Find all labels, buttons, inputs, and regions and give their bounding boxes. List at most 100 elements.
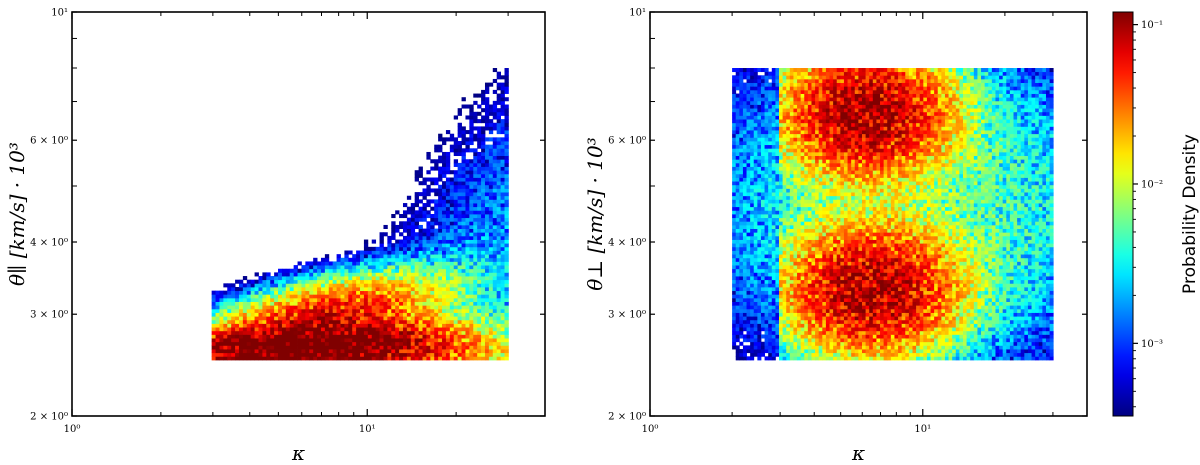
heatmap-cell xyxy=(735,250,740,255)
heatmap-cell xyxy=(399,246,404,251)
heatmap-cell xyxy=(352,330,357,335)
heatmap-cell xyxy=(461,148,466,153)
heatmap-cell xyxy=(242,345,248,350)
heatmap-cell xyxy=(246,319,252,324)
heatmap-cell xyxy=(750,199,755,204)
heatmap-cell xyxy=(811,294,816,299)
heatmap-cell xyxy=(504,177,509,182)
heatmap-cell xyxy=(786,181,791,186)
heatmap-cell xyxy=(469,195,474,200)
heatmap-cell xyxy=(786,327,791,332)
heatmap-cell xyxy=(746,232,751,237)
heatmap-cell xyxy=(453,170,459,175)
y-tick-label: 2 × 10⁰ xyxy=(30,412,68,423)
heatmap-cell xyxy=(235,279,240,284)
heatmap-cell xyxy=(811,104,816,109)
heatmap-cell xyxy=(811,170,816,175)
heatmap-cell xyxy=(804,188,809,193)
heatmap-cell xyxy=(811,89,816,94)
heatmap-cell xyxy=(324,323,330,328)
heatmap-cell xyxy=(414,308,419,313)
heatmap-cell xyxy=(473,184,478,189)
heatmap-cell xyxy=(332,327,337,332)
heatmap-cell xyxy=(504,155,509,160)
heatmap-cell xyxy=(324,338,330,343)
heatmap-cell xyxy=(732,228,737,233)
heatmap-cell xyxy=(211,308,216,313)
heatmap-cell xyxy=(442,250,447,255)
heatmap-cell xyxy=(789,199,794,204)
heatmap-cell xyxy=(406,250,412,255)
heatmap-cell xyxy=(753,188,758,193)
heatmap-cell xyxy=(301,352,306,357)
heatmap-cell xyxy=(764,75,769,80)
heatmap-cell xyxy=(465,239,470,244)
heatmap-cell xyxy=(453,265,459,270)
heatmap-cell xyxy=(477,137,482,142)
heatmap-cell xyxy=(274,349,279,354)
heatmap-cell xyxy=(504,210,509,215)
heatmap-cell xyxy=(786,195,791,200)
heatmap-cell xyxy=(242,308,248,313)
heatmap-cell xyxy=(779,297,784,302)
heatmap-cell xyxy=(313,341,318,346)
heatmap-cell xyxy=(352,305,357,310)
heatmap-cell xyxy=(822,243,827,248)
heatmap-cell xyxy=(504,232,509,237)
heatmap-cell xyxy=(301,341,306,346)
heatmap-cell xyxy=(320,352,326,357)
heatmap-cell xyxy=(739,341,744,346)
heatmap-cell xyxy=(438,356,443,361)
heatmap-cell xyxy=(399,214,404,219)
heatmap-cell xyxy=(811,144,816,149)
heatmap-cell xyxy=(811,162,816,167)
heatmap-cell xyxy=(768,243,773,248)
heatmap-cell xyxy=(746,290,751,295)
heatmap-cell xyxy=(488,268,494,273)
heatmap-cell xyxy=(457,265,462,270)
heatmap-cell xyxy=(768,312,773,317)
heatmap-cell xyxy=(242,356,248,361)
heatmap-cell xyxy=(807,294,812,299)
heatmap-cell xyxy=(473,210,478,215)
heatmap-cell xyxy=(383,319,388,324)
heatmap-cell xyxy=(771,181,776,186)
heatmap-cell xyxy=(313,283,318,288)
heatmap-cell xyxy=(227,283,232,288)
heatmap-cell xyxy=(235,323,240,328)
heatmap-cell xyxy=(442,162,447,167)
heatmap-cell xyxy=(434,297,439,302)
heatmap-cell xyxy=(793,356,798,361)
heatmap-cell xyxy=(442,290,447,295)
heatmap-cell xyxy=(492,141,498,146)
heatmap-cell xyxy=(383,330,388,335)
heatmap-cell xyxy=(430,286,435,292)
heatmap-cell xyxy=(215,338,220,343)
heatmap-cell xyxy=(434,206,439,211)
heatmap-cell xyxy=(807,221,812,226)
heatmap-cell xyxy=(270,345,275,350)
heatmap-cell xyxy=(504,272,509,277)
heatmap-cell xyxy=(732,217,737,222)
heatmap-cell xyxy=(426,203,431,208)
heatmap-cell xyxy=(807,352,812,357)
heatmap-cell xyxy=(438,286,443,292)
heatmap-cell xyxy=(250,349,255,354)
heatmap-cell xyxy=(360,323,365,328)
heatmap-cell xyxy=(771,283,776,288)
heatmap-cell xyxy=(449,338,455,343)
heatmap-cell xyxy=(786,232,791,237)
heatmap-cell xyxy=(367,330,373,335)
heatmap-cell xyxy=(488,239,494,244)
heatmap-cell xyxy=(807,257,812,262)
heatmap-cell xyxy=(387,341,392,346)
heatmap-cell xyxy=(818,206,823,211)
heatmap-cell xyxy=(281,305,287,310)
heatmap-cell xyxy=(496,217,501,222)
heatmap-cell xyxy=(779,148,784,153)
heatmap-cell xyxy=(320,319,326,324)
heatmap-cell xyxy=(739,177,744,182)
heatmap-cell xyxy=(775,301,780,306)
heatmap-cell xyxy=(757,122,762,127)
heatmap-cell xyxy=(735,316,740,321)
